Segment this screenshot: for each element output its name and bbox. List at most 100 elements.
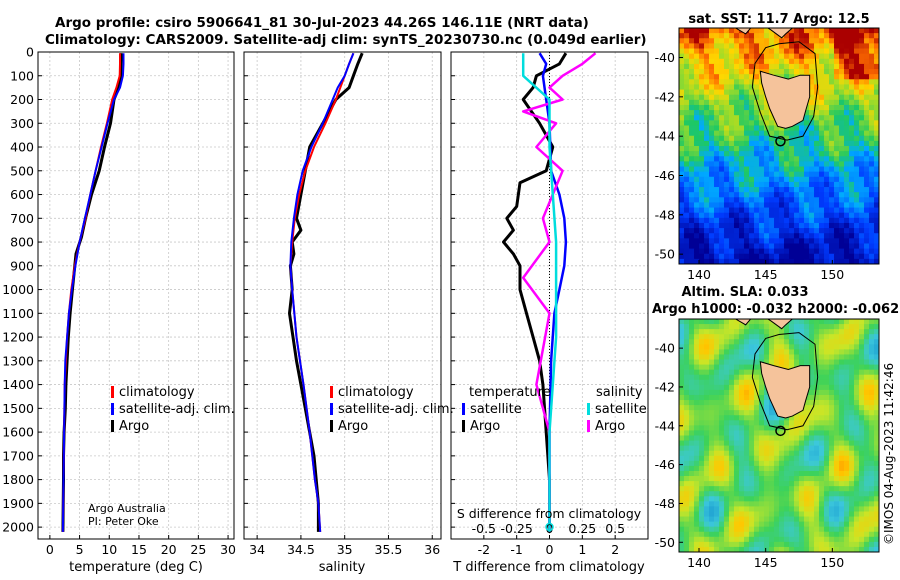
- map-cell: [784, 501, 790, 508]
- map-cell: [794, 465, 800, 472]
- map-cell: [764, 58, 770, 65]
- map-cell: [764, 410, 770, 416]
- map-cell: [734, 526, 740, 533]
- map-cell: [724, 511, 730, 518]
- map-cell: [834, 334, 840, 340]
- map-cell: [719, 476, 725, 482]
- map-cell: [684, 253, 690, 260]
- map-cell: [814, 541, 820, 548]
- map-cell: [779, 253, 785, 260]
- series-satellite-adj-clim-: [289, 52, 355, 532]
- map-cell: [809, 130, 815, 137]
- map-cell: [739, 405, 745, 411]
- map-cell: [749, 384, 755, 391]
- map-cell: [679, 212, 685, 219]
- map-cell: [819, 349, 825, 356]
- map-cell: [829, 334, 835, 340]
- map-cell: [714, 135, 720, 142]
- y-tick-label: 1500: [2, 401, 34, 416]
- map-cell: [739, 222, 745, 229]
- map-cell: [729, 486, 735, 492]
- map-cell: [714, 389, 720, 396]
- map-cell: [734, 33, 740, 39]
- map-cell: [864, 364, 870, 371]
- map-cell: [784, 425, 790, 432]
- map-cell: [719, 425, 725, 432]
- map-cell: [819, 379, 825, 386]
- map-cell: [789, 171, 795, 178]
- map-cell: [869, 334, 875, 340]
- map-cell: [684, 187, 690, 193]
- map-cell: [804, 450, 810, 457]
- map-cell: [684, 420, 690, 426]
- map-cell: [714, 69, 720, 75]
- map-cell: [834, 531, 840, 538]
- map-cell: [869, 243, 875, 250]
- map-cell: [874, 130, 879, 137]
- map-cell: [689, 63, 695, 70]
- map-cell: [769, 536, 775, 543]
- map-cell: [864, 79, 870, 86]
- map-cell: [869, 48, 875, 55]
- map-cell: [724, 541, 730, 548]
- map-cell: [699, 460, 705, 467]
- map-cell: [829, 53, 835, 60]
- map-cell: [744, 486, 750, 492]
- map-cell: [714, 354, 720, 361]
- map-cell: [804, 440, 810, 447]
- map-cell: [774, 63, 780, 70]
- map-cell: [849, 74, 855, 80]
- map-cell: [874, 425, 879, 432]
- map-cell: [724, 455, 730, 462]
- map-cell: [854, 319, 860, 325]
- map-cell: [849, 374, 855, 381]
- map-cell: [719, 465, 725, 472]
- map-cell: [714, 151, 720, 157]
- map-cell: [729, 496, 735, 502]
- map-cell: [809, 135, 815, 142]
- map-cell: [869, 187, 875, 193]
- map-cell: [759, 156, 765, 162]
- map-cell: [799, 329, 805, 335]
- map-cell: [759, 445, 765, 452]
- map-cell: [864, 349, 870, 356]
- map-cell: [799, 334, 805, 340]
- map-cell: [799, 161, 805, 168]
- map-cell: [829, 460, 835, 467]
- map-cell: [864, 63, 870, 70]
- map-cell: [809, 140, 815, 147]
- map-cell: [834, 476, 840, 482]
- map-cell: [814, 248, 820, 255]
- map-cell: [734, 521, 740, 528]
- map-cell: [694, 384, 700, 391]
- map-cell: [874, 187, 879, 193]
- map-cell: [854, 176, 860, 183]
- map-cell: [849, 33, 855, 39]
- map-cell: [784, 74, 790, 80]
- map-cell: [809, 445, 815, 452]
- map-cell: [704, 465, 710, 472]
- map-cell: [744, 470, 750, 477]
- map-cell: [789, 501, 795, 508]
- map-cell: [739, 243, 745, 250]
- map-cell: [844, 228, 850, 234]
- map-cell: [844, 329, 850, 335]
- map-cell: [739, 125, 745, 132]
- map-cell: [839, 486, 845, 492]
- map-cell: [784, 476, 790, 482]
- map-cell: [814, 491, 820, 497]
- map-cell: [869, 415, 875, 421]
- map-cell: [729, 176, 735, 183]
- map-cell: [829, 74, 835, 80]
- map-cell: [739, 394, 745, 401]
- map-cell: [824, 394, 830, 401]
- map-cell: [714, 94, 720, 101]
- map-cell: [789, 130, 795, 137]
- map-cell: [694, 460, 700, 467]
- map-cell: [709, 238, 715, 245]
- mainland-coast: [734, 319, 794, 330]
- map-cell: [829, 450, 835, 457]
- map-cell: [699, 526, 705, 533]
- map-cell: [844, 526, 850, 533]
- map-cell: [779, 125, 785, 132]
